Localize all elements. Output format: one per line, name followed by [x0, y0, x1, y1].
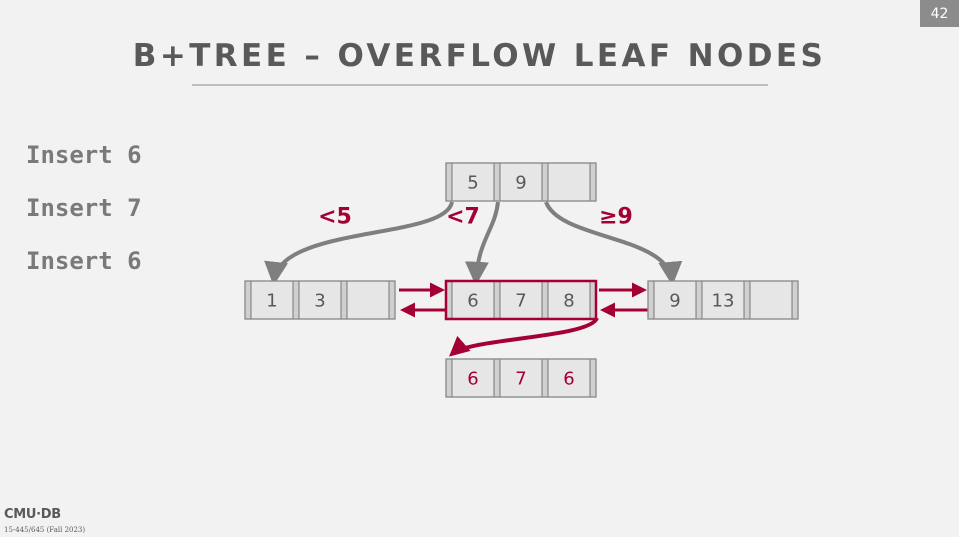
operation-item: Insert 6	[26, 247, 142, 275]
key-cell	[451, 162, 495, 202]
edge-label: <7	[446, 205, 480, 230]
key-cell	[547, 162, 591, 202]
key-value: 3	[314, 291, 325, 312]
key-cell	[298, 280, 342, 320]
pointer-slot	[791, 280, 799, 320]
key-value: 13	[712, 291, 735, 312]
pointer-slot	[244, 280, 252, 320]
pointer-slot	[493, 280, 501, 320]
operation-item: Insert 7	[26, 194, 142, 222]
key-cell	[346, 280, 390, 320]
pointer-slot	[541, 358, 549, 398]
pointer-slot	[445, 358, 453, 398]
pointer-slot	[541, 280, 549, 320]
key-value: 8	[563, 291, 574, 312]
pointer-slot	[292, 280, 300, 320]
key-cell	[547, 280, 591, 320]
node-border	[445, 358, 597, 398]
edge-label: ≥9	[599, 205, 633, 230]
edge-label: <5	[318, 205, 352, 230]
node-border	[445, 162, 597, 202]
key-value: 1	[266, 291, 277, 312]
pointer-slot	[743, 280, 751, 320]
cmu-db-logo: CMU·DB	[4, 507, 61, 522]
key-value: 7	[515, 369, 526, 390]
slide-title: B+TREE – OVERFLOW LEAF NODES	[132, 38, 827, 74]
course-label: 15-445/645 (Fall 2023)	[4, 526, 86, 534]
leaf-node: 9 13	[647, 280, 799, 320]
key-cell	[701, 280, 745, 320]
key-cell	[749, 280, 793, 320]
key-value: 7	[515, 291, 526, 312]
node-border	[444, 279, 598, 321]
pointer-slot	[388, 280, 396, 320]
title-underline	[192, 84, 768, 86]
operation-item: Insert 6	[26, 141, 142, 169]
edge-root-to-leaf-2	[464, 201, 500, 286]
key-cell	[499, 162, 543, 202]
slide-number: 42	[920, 0, 959, 27]
pointer-slot	[541, 162, 549, 202]
key-value: 6	[467, 369, 478, 390]
overflow-leaf-node: 6 7 6	[445, 358, 597, 398]
key-value: 6	[563, 369, 574, 390]
pointer-slot	[589, 358, 597, 398]
overflow-pointer	[449, 316, 599, 357]
key-cell	[250, 280, 294, 320]
key-value: 9	[669, 291, 680, 312]
key-cell	[499, 280, 543, 320]
node-border	[244, 280, 396, 320]
pointer-slot	[647, 280, 655, 320]
key-value: 5	[467, 173, 478, 194]
leaf-node-highlighted: 6 7 8	[444, 279, 598, 321]
key-value: 9	[515, 173, 526, 194]
pointer-slot	[445, 162, 453, 202]
pointer-slot	[493, 162, 501, 202]
operation-list: Insert 6 Insert 7 Insert 6	[26, 140, 142, 299]
edge-root-to-leaf-3	[544, 201, 683, 286]
pointer-slot	[340, 280, 348, 320]
key-value: 6	[467, 291, 478, 312]
node-border	[647, 280, 799, 320]
pointer-slot	[695, 280, 703, 320]
edge-root-to-leaf-1	[264, 201, 454, 286]
pointer-slot	[589, 162, 597, 202]
pointer-slot	[493, 358, 501, 398]
